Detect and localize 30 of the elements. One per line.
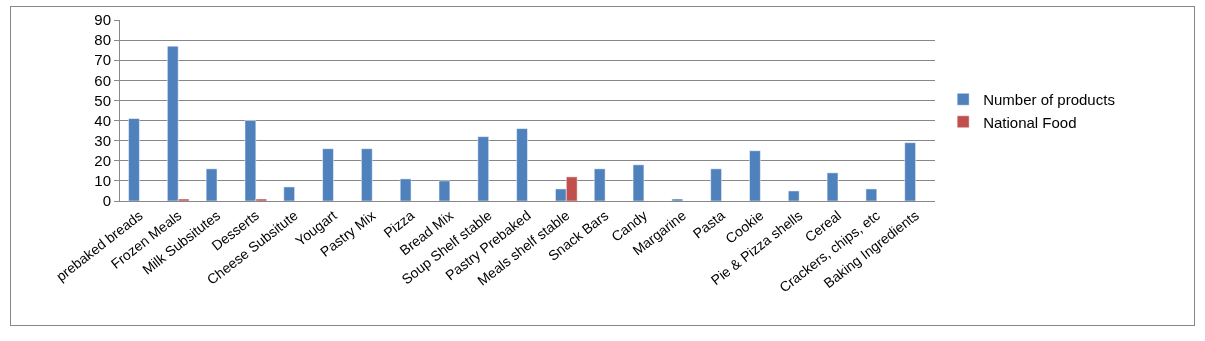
y-tick-label: 40 [94,111,111,129]
bar [283,186,295,201]
y-tick-label: 70 [94,51,111,69]
legend-label: Number of products [983,91,1115,109]
bar [788,190,800,201]
bar [904,142,916,201]
y-tick-label: 20 [94,152,111,170]
bar [749,150,761,201]
bar [826,172,839,201]
bar [128,118,140,201]
y-tick-label: 90 [94,11,111,29]
bar [632,164,645,201]
y-tick-label: 50 [94,91,111,109]
bar [477,136,489,201]
bar [399,178,412,201]
bar [322,148,334,201]
legend-label: National Food [983,113,1077,131]
bar [438,180,451,201]
y-tick-label: 10 [94,172,111,190]
bar [361,148,373,201]
bar [205,168,218,201]
y-tick-label: 0 [102,192,111,210]
bar [671,198,683,201]
bar [594,168,606,201]
y-tick-label: 80 [94,31,111,49]
y-tick-label: 30 [94,131,111,149]
bar [516,128,528,201]
bar [710,168,722,201]
bar [865,188,878,201]
y-tick-label: 60 [94,71,111,89]
